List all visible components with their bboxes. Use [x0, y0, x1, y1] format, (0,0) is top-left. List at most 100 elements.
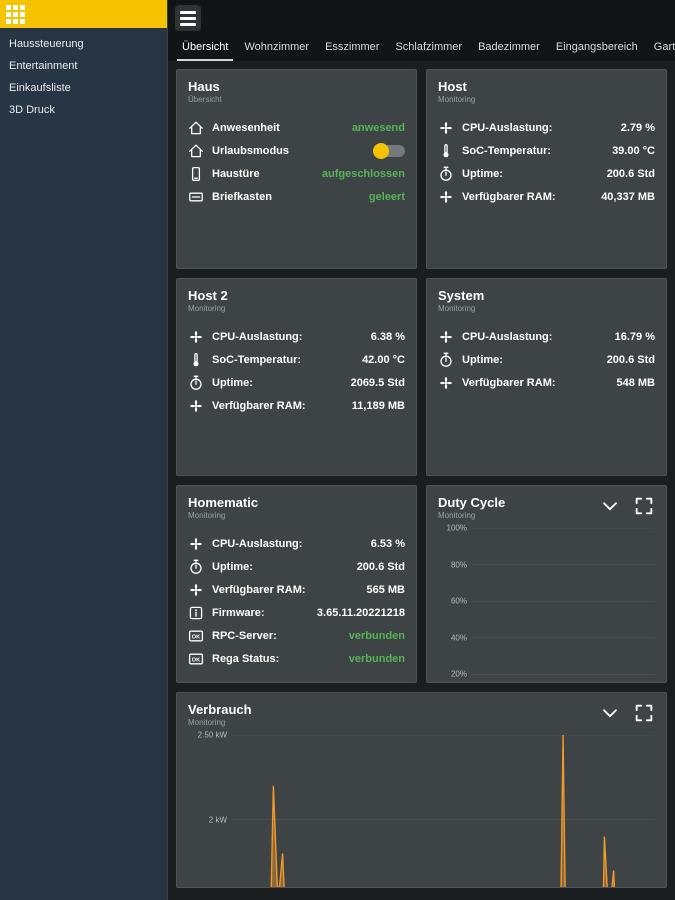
tab-schlafzimmer[interactable]: Schlafzimmer: [395, 41, 463, 53]
expand-icon[interactable]: [633, 495, 655, 517]
tab-uebersicht[interactable]: Übersicht: [177, 38, 234, 61]
row-label: Uptime:: [212, 376, 253, 389]
house-icon: [188, 143, 204, 159]
row-rega-status: Rega Status: verbunden: [188, 647, 405, 670]
card-subtitle: Übersicht: [188, 95, 222, 104]
cpu-fan-icon: [438, 120, 454, 136]
row-haustuere: Haustüre aufgeschlossen: [188, 162, 405, 185]
card-subtitle: Monitoring: [188, 304, 226, 313]
row-label: Rega Status:: [212, 652, 280, 665]
row-rpc-server: RPC-Server: verbunden: [188, 624, 405, 647]
card-subtitle: Monitoring: [438, 304, 476, 313]
row-label: CPU-Auslastung:: [462, 121, 553, 134]
y-axis-labels: 100%80%60%40%20%0%: [446, 523, 467, 679]
card-title: System: [438, 288, 485, 303]
tab-wohnzimmer[interactable]: Wohnzimmer: [244, 41, 310, 53]
tab-eingangsbereich[interactable]: Eingangsbereich: [555, 41, 638, 53]
sidebar-item-entertainment[interactable]: Entertainment: [9, 60, 78, 72]
chevron-down-icon[interactable]: [599, 495, 621, 517]
row-value: aufgeschlossen: [321, 167, 405, 180]
row-value: 200.6 Std: [606, 353, 655, 366]
cpu-fan-icon: [188, 329, 204, 345]
row-label: Anwesenheit: [212, 121, 280, 134]
row-uptime: Uptime: 200.6 Std: [438, 348, 655, 371]
row-value: 16.79 %: [614, 330, 655, 343]
stopwatch-icon: [188, 559, 204, 575]
sidebar-header: [0, 0, 167, 28]
ok-icon: [188, 628, 204, 644]
tab-garten[interactable]: Garten: [653, 41, 675, 53]
verbrauch-plot: [232, 735, 655, 887]
thermometer-icon: [188, 352, 204, 368]
chevron-down-icon[interactable]: [599, 702, 621, 724]
stopwatch-icon: [438, 352, 454, 368]
row-value: 2.79 %: [620, 121, 655, 134]
row-anwesenheit: Anwesenheit anwesend: [188, 116, 405, 139]
row-value: 200.6 Std: [356, 560, 405, 573]
cpu-fan-icon: [438, 375, 454, 391]
row-uptime: Uptime: 200.6 Std: [438, 162, 655, 185]
card-subtitle: Monitoring: [438, 95, 476, 104]
stopwatch-icon: [438, 166, 454, 182]
tab-esszimmer[interactable]: Esszimmer: [325, 41, 380, 53]
urlaubsmodus-toggle[interactable]: [373, 142, 405, 159]
row-value: 2069.5 Std: [350, 376, 405, 389]
row-label: CPU-Auslastung:: [212, 330, 303, 343]
row-label: Briefkasten: [212, 190, 272, 203]
row-label: Verfügbarer RAM:: [212, 583, 306, 596]
row-ram: Verfügbarer RAM: 40,337 MB: [438, 185, 655, 208]
row-label: SoC-Temperatur:: [212, 353, 302, 366]
sidebar-menu: Haussteuerung Entertainment Einkaufslist…: [0, 28, 167, 121]
cpu-fan-icon: [188, 582, 204, 598]
row-label: SoC-Temperatur:: [462, 144, 552, 157]
row-value: 39.00 °C: [612, 144, 655, 157]
row-label: Urlaubsmodus: [212, 144, 290, 157]
card-subtitle: Monitoring: [188, 511, 226, 520]
row-ram: Verfügbarer RAM: 548 MB: [438, 371, 655, 394]
row-value: 42.00 °C: [362, 353, 405, 366]
top-bar: Übersicht Wohnzimmer Esszimmer Schlafzim…: [168, 0, 675, 61]
row-label: Uptime:: [462, 353, 503, 366]
card-system: System Monitoring CPU-Auslastung: 16.79 …: [426, 278, 667, 476]
row-label: Uptime:: [212, 560, 253, 573]
sidebar-item-einkaufsliste[interactable]: Einkaufsliste: [9, 82, 71, 94]
apps-grid-icon[interactable]: [6, 4, 25, 24]
row-cpu: CPU-Auslastung: 6.53 %: [188, 532, 405, 555]
tab-badezimmer[interactable]: Badezimmer: [478, 41, 540, 53]
sidebar: Haussteuerung Entertainment Einkaufslist…: [0, 0, 168, 900]
hamburger-menu-icon[interactable]: [175, 5, 201, 31]
expand-icon[interactable]: [633, 702, 655, 724]
row-cpu: CPU-Auslastung: 6.38 %: [188, 325, 405, 348]
sidebar-item-haussteuerung[interactable]: Haussteuerung: [9, 38, 84, 50]
door-icon: [188, 166, 204, 182]
row-value: 6.53 %: [370, 537, 405, 550]
y-axis-labels: 2.50 kW2 kW1.50 kW1 kW500 W0 W: [197, 730, 227, 825]
card-title: Host 2: [188, 288, 228, 303]
row-label: CPU-Auslastung:: [212, 537, 303, 550]
row-label: Verfügbarer RAM:: [462, 376, 556, 389]
row-ram: Verfügbarer RAM: 565 MB: [188, 578, 405, 601]
stopwatch-icon: [188, 375, 204, 391]
cpu-fan-icon: [438, 329, 454, 345]
card-title: Verbrauch: [188, 702, 252, 717]
row-label: RPC-Server:: [212, 629, 277, 642]
row-value: 40,337 MB: [601, 190, 655, 203]
row-value: geleert: [368, 190, 405, 203]
cpu-fan-icon: [188, 536, 204, 552]
row-ram: Verfügbarer RAM: 11,189 MB: [188, 394, 405, 417]
row-value: 548 MB: [616, 376, 655, 389]
card-subtitle: Monitoring: [438, 511, 476, 520]
tab-bar: Übersicht Wohnzimmer Esszimmer Schlafzim…: [175, 31, 675, 61]
card-title: Haus: [188, 79, 220, 94]
card-host2: Host 2 Monitoring CPU-Auslastung: 6.38 %…: [176, 278, 417, 476]
row-briefkasten: Briefkasten geleert: [188, 185, 405, 208]
row-label: Uptime:: [462, 167, 503, 180]
sidebar-item-3d-druck[interactable]: 3D Druck: [9, 104, 55, 116]
row-value: 3.65.11.20221218: [316, 606, 405, 619]
row-label: CPU-Auslastung:: [462, 330, 553, 343]
thermometer-icon: [438, 143, 454, 159]
card-title: Homematic: [188, 495, 259, 510]
toggle-knob: [373, 142, 389, 159]
row-value: 565 MB: [366, 583, 405, 596]
verbrauch-chart: 2.50 kW2 kW1.50 kW1 kW500 W0 W 18:0020:0…: [188, 731, 655, 887]
